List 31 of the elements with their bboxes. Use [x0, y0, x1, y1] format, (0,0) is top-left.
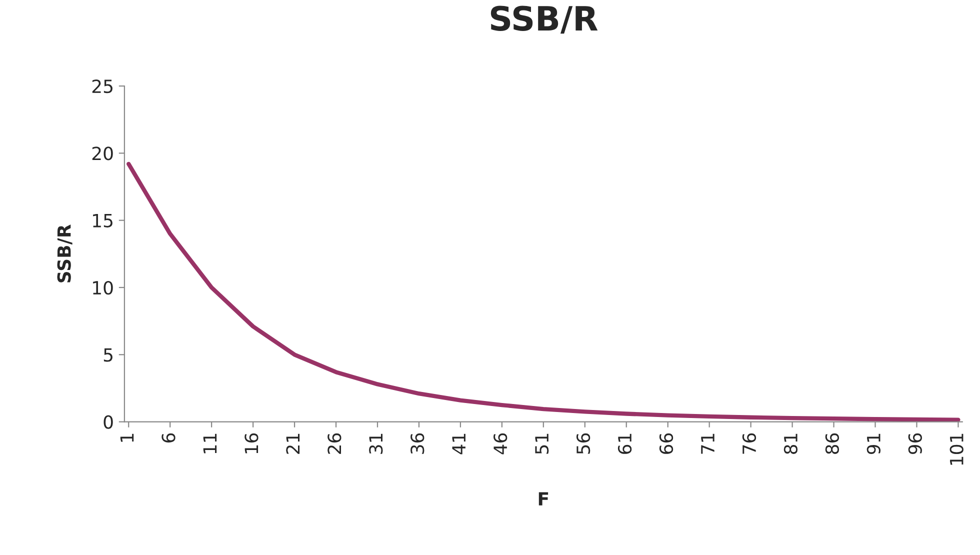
- x-tick-label: 86: [825, 433, 840, 454]
- y-tick-label: 25: [92, 79, 112, 94]
- x-tick-label: 36: [410, 433, 424, 454]
- y-tick-label: 10: [93, 280, 113, 295]
- x-tick-label: 41: [452, 434, 466, 454]
- x-tick-label: 76: [742, 433, 756, 454]
- x-tick-label: 26: [328, 433, 342, 454]
- x-tick-label: 101: [950, 434, 964, 465]
- x-tick-label: 11: [203, 434, 217, 454]
- x-tick-label: 31: [369, 434, 383, 454]
- y-tick-label: 20: [92, 146, 113, 160]
- chart-title: SSB/R: [490, 6, 598, 34]
- x-tick-label: 66: [659, 433, 674, 454]
- x-tick-label: 56: [576, 433, 590, 454]
- line-series: [126, 162, 960, 422]
- x-tick-label: 46: [494, 433, 508, 454]
- x-tick-label: 96: [908, 433, 922, 454]
- x-tick-label: 16: [244, 433, 258, 454]
- x-axis-title: F: [538, 492, 548, 506]
- x-tick-label: 91: [866, 434, 880, 454]
- x-tick-label: 51: [535, 434, 549, 454]
- y-tick-label: 5: [104, 348, 112, 362]
- x-tick-label: 1: [120, 434, 134, 442]
- x-tick-label: 6: [162, 433, 176, 442]
- x-tick-label: 81: [784, 434, 798, 454]
- y-tick-label: 0: [104, 415, 113, 429]
- x-tick-label: 71: [701, 434, 714, 454]
- x-tick-label: 21: [286, 434, 300, 454]
- y-tick-label: 15: [93, 214, 112, 228]
- y-axis-title: SSB/R: [57, 224, 72, 282]
- x-tick-label: 61: [618, 434, 632, 454]
